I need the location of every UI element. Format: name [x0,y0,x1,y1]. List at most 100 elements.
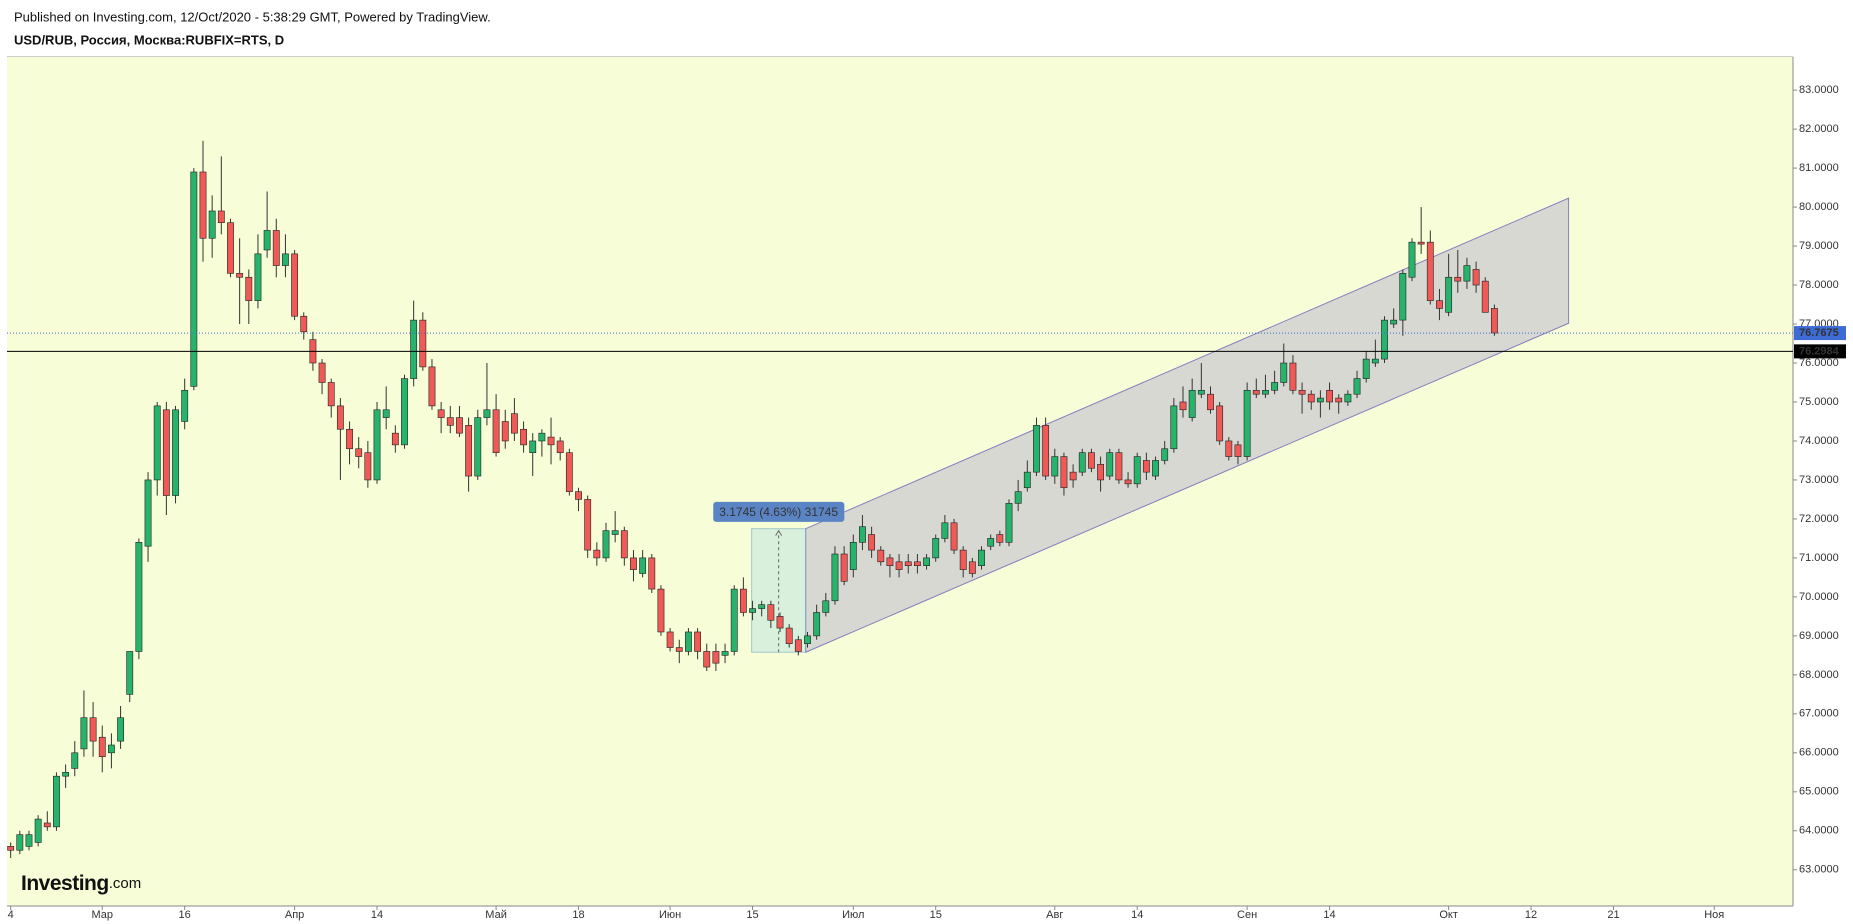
candle-body [712,651,720,664]
candle-body [217,210,225,223]
candle-body [1271,382,1279,391]
price-label: 76.2984 [1799,345,1840,357]
candle-body [1023,471,1031,489]
candle-body [575,491,582,500]
logo-brand: Investing [21,872,109,895]
candle-body [135,542,143,652]
candle-body [1426,241,1434,301]
x-tick-label: Окт [1439,909,1458,921]
candle-body [1069,471,1077,481]
candle-body [190,171,198,387]
candle-body [565,452,573,492]
candle-body [419,319,427,368]
y-tick-label: 78.0000 [1799,279,1839,291]
x-tick-label: Май [485,909,507,921]
x-tick-label: 14 [371,909,383,921]
candle-body [877,549,885,563]
candle-body [428,366,436,407]
candle-body [950,522,958,551]
price-label-box [1794,344,1846,359]
x-tick-label: Июн [659,909,681,921]
candle-body [291,253,299,317]
y-tick-label: 74.0000 [1799,435,1839,447]
candle-body [556,440,564,453]
y-tick-label: 69.0000 [1799,630,1839,642]
candle-body [144,479,152,547]
candle-body [300,315,308,333]
x-tick-label: Сен [1237,909,1257,921]
candle-body [959,549,967,570]
candle-body [739,588,747,613]
y-tick-label: 72.0000 [1799,513,1839,525]
candle-body [263,230,271,251]
candle-body [1326,389,1333,403]
candle-body [794,639,802,652]
candle-body [923,557,930,566]
candle-body [1262,389,1269,395]
candle-body [162,409,170,496]
measure-arrow-head [775,529,783,536]
candle-body [776,616,784,629]
candle-body [1408,241,1416,278]
candle-body [804,635,811,644]
y-tick-label: 67.0000 [1799,708,1839,720]
candle-body [1307,393,1315,403]
candle-body [483,409,491,418]
candle-body [904,561,912,566]
candle-body [1207,393,1214,411]
candle-body [886,557,894,566]
candle-body [355,448,363,457]
candle-body [721,651,729,656]
candle-body [1115,452,1123,481]
candle-body [391,432,399,446]
candle-body [456,417,463,434]
candle-body [822,600,830,613]
candle-body [181,389,189,422]
x-tick-label: 16 [179,909,191,921]
candle-body [1142,460,1150,473]
candle-body [813,612,821,637]
candle-body [1252,389,1260,395]
candle-body [694,631,702,652]
candle-body [501,421,509,442]
candle-body [1481,280,1489,313]
candle-body [1335,397,1343,403]
candle-body [895,561,903,570]
candle-body [7,846,15,851]
candle-body [859,526,866,543]
symbol-title: USD/RUB, Россия, Москва:RUBFIX=RTS, D [14,32,284,47]
y-tick-label: 83.0000 [1799,84,1839,96]
candle-body [410,319,418,379]
x-tick-label: 18 [572,909,584,921]
candle-body [1005,503,1013,543]
candle-body [1152,460,1159,477]
x-tick-label: 4 [8,909,14,921]
logo: Investing.com [21,872,141,895]
candle-body [1014,491,1022,504]
candle-body [685,631,692,652]
candle-body [1042,425,1050,477]
candle-body [318,362,326,383]
price-label: 76.7675 [1799,327,1839,339]
candle-body [282,253,289,266]
y-tick-label: 65.0000 [1799,786,1839,798]
candle-body [1051,456,1059,477]
candle-body [1133,456,1141,485]
candle-body [71,752,79,769]
candle-body [932,538,940,559]
candle-body [107,744,115,754]
candle-body [1225,440,1233,457]
candle-body [1316,397,1324,403]
candle-body [43,822,51,828]
candle-body [1033,425,1040,473]
candle-body [446,417,454,426]
candle-body [1399,273,1407,321]
candle-body [474,417,482,477]
candle-body [1371,358,1379,364]
candle-body [602,530,610,559]
x-tick-label: 14 [1323,909,1335,921]
y-tick-label: 79.0000 [1799,240,1839,252]
candle-body [401,378,408,446]
x-tick-label: 21 [1607,909,1619,921]
candle-body [1188,389,1196,418]
